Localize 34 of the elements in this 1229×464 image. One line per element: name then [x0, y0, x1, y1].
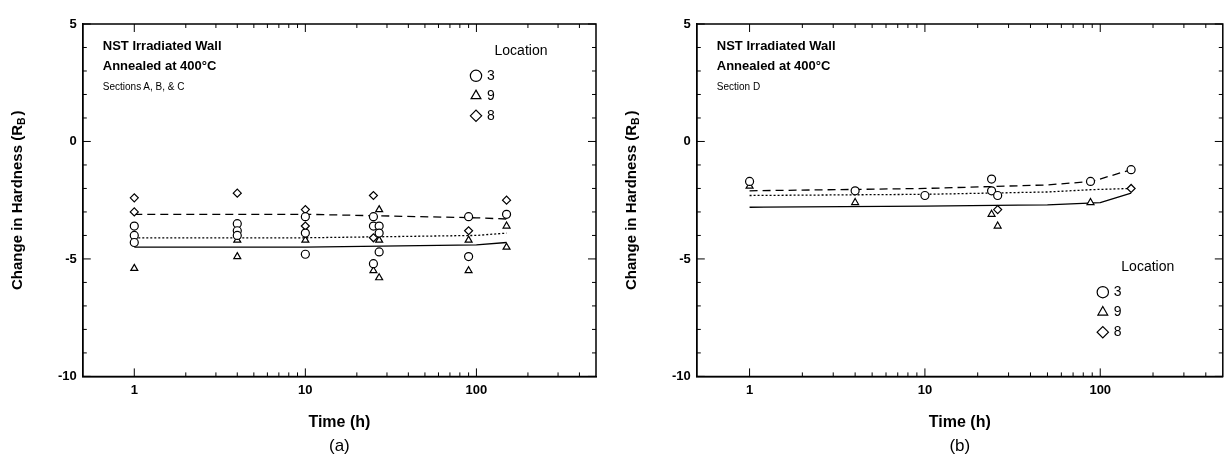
x-tick-label: 1	[130, 381, 138, 397]
y-tick-label: -5	[679, 250, 691, 266]
y-tick-label: -10	[57, 367, 77, 383]
y-tick-label: 5	[69, 15, 77, 31]
legend-title: Location	[494, 41, 548, 58]
text: Annealed at 400°C	[716, 58, 831, 74]
x-axis-title: Time (h)	[308, 412, 371, 430]
y-tick-label: -5	[65, 250, 77, 266]
y-tick-label: 0	[69, 133, 77, 149]
x-tick-label: 100	[1089, 381, 1112, 397]
legend-label: 9	[1113, 303, 1122, 320]
x-tick-label: 100	[465, 381, 488, 397]
legend-label: 9	[487, 86, 495, 103]
x-tick-label: 1	[745, 381, 754, 397]
x-axis-title: Time (h)	[928, 412, 991, 430]
x-tick-label: 10	[917, 381, 933, 397]
y-axis-title: Change in Hardness (RB)	[8, 110, 28, 290]
text: NST Irradiated Wall	[102, 38, 222, 54]
annotation: Section D	[716, 80, 761, 92]
y-axis-title: Change in Hardness (RB)	[622, 110, 642, 290]
text: (a)	[329, 435, 350, 455]
legend-label: 8	[1113, 323, 1122, 340]
y-tick-label: 0	[683, 133, 691, 149]
legend-label: 3	[487, 66, 495, 83]
text: (b)	[949, 435, 971, 455]
y-tick-label: 5	[683, 15, 691, 31]
annotation: Sections A, B, & C	[102, 80, 185, 92]
y-tick-label: -10	[671, 367, 691, 383]
legend-title: Location	[1121, 258, 1175, 275]
x-tick-label: 10	[298, 381, 313, 397]
text: NST Irradiated Wall	[716, 38, 836, 54]
legend-label: 8	[487, 106, 495, 123]
text: Annealed at 400°C	[102, 58, 217, 74]
legend-label: 3	[1113, 283, 1122, 300]
